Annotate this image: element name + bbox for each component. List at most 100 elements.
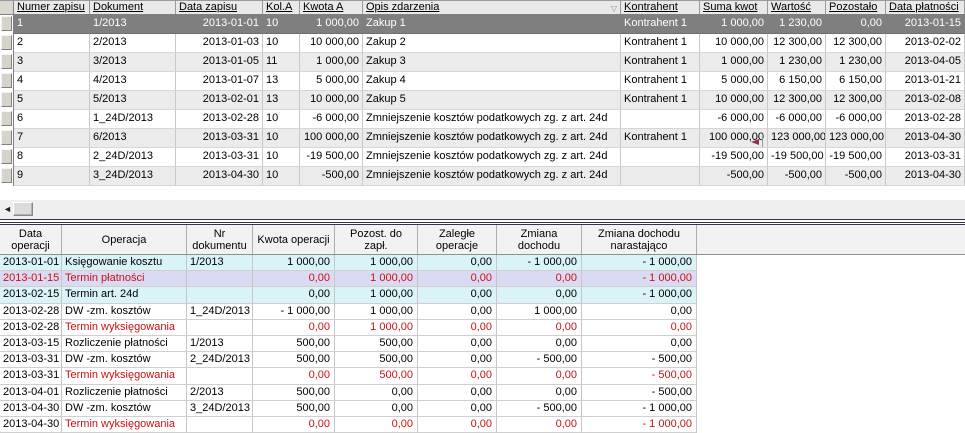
- cell-zalegle[interactable]: 0,00: [418, 335, 497, 353]
- cell-nr_dokumentu[interactable]: [187, 271, 253, 288]
- cell-suma_kwot[interactable]: 1 000,00: [700, 53, 768, 72]
- cell-suma_kwot[interactable]: -19 500,00: [700, 148, 768, 167]
- cell-narast[interactable]: - 1 000,00: [582, 255, 697, 272]
- cell-kol_a[interactable]: 10: [263, 129, 300, 148]
- cell-kol_a[interactable]: 10: [263, 34, 300, 53]
- cell-kwota_a[interactable]: -19 500,00: [300, 148, 363, 167]
- cell-data_zapisu[interactable]: 2013-03-31: [176, 129, 263, 148]
- bottom-col-narast[interactable]: Zmiana dochodu narastająco: [582, 225, 697, 254]
- cell-zmiana[interactable]: 0,00: [497, 271, 582, 288]
- bottom-col-pozost[interactable]: Pozost. do zapł.: [335, 225, 418, 254]
- cell-operacja[interactable]: Księgowanie kosztu: [62, 255, 187, 272]
- cell-dokument[interactable]: 1_24D/2013: [90, 110, 176, 129]
- table-row[interactable]: 2013-03-15 Rozliczenie płatności 1/2013 500…: [0, 335, 965, 353]
- row-selector-button[interactable]: [1, 92, 12, 107]
- cell-pozost[interactable]: 1 000,00: [335, 319, 418, 336]
- cell-zalegle[interactable]: 0,00: [418, 319, 497, 336]
- scroll-left-icon[interactable]: ◄: [3, 204, 12, 214]
- cell-operacja[interactable]: Termin wyksięgowania: [62, 416, 187, 433]
- row-selector[interactable]: [0, 15, 14, 34]
- cell-kwota_a[interactable]: 5 000,00: [300, 72, 363, 91]
- cell-opis[interactable]: Zakup 5: [363, 91, 621, 110]
- cell-nr_dokumentu[interactable]: [187, 287, 253, 304]
- cell-operacja[interactable]: DW -zm. kosztów: [62, 352, 187, 369]
- row-selector-button[interactable]: [1, 54, 12, 69]
- cell-data_platnosci[interactable]: 2013-01-15: [886, 15, 965, 34]
- cell-zmiana[interactable]: - 500,00: [497, 400, 582, 417]
- cell-numer[interactable]: 1: [14, 15, 90, 34]
- cell-pozostalo[interactable]: 1 230,00: [826, 53, 886, 72]
- cell-kontrahent[interactable]: Kontrahent 1: [621, 53, 700, 72]
- cell-kontrahent[interactable]: Kontrahent 1: [621, 15, 700, 34]
- cell-numer[interactable]: 9: [14, 167, 90, 186]
- cell-zalegle[interactable]: 0,00: [418, 271, 497, 288]
- cell-narast[interactable]: 0,00: [582, 335, 697, 353]
- cell-nr_dokumentu[interactable]: [187, 319, 253, 336]
- cell-narast[interactable]: - 1 000,00: [582, 400, 697, 417]
- cell-operacja[interactable]: DW -zm. kosztów: [62, 400, 187, 417]
- cell-zmiana[interactable]: - 500,00: [497, 352, 582, 369]
- cell-opis[interactable]: Zmniejszenie kosztów podatkowych zg. z a…: [363, 167, 621, 186]
- cell-data_platnosci[interactable]: 2013-03-31: [886, 148, 965, 167]
- cell-zalegle[interactable]: 0,00: [418, 384, 497, 401]
- cell-narast[interactable]: - 1 000,00: [582, 271, 697, 288]
- cell-data_platnosci[interactable]: 2013-04-05: [886, 53, 965, 72]
- cell-data_operacji[interactable]: 2013-01-15: [0, 271, 62, 288]
- top-col-kol_a[interactable]: Kol.A: [263, 1, 300, 14]
- cell-operacja[interactable]: Termin art. 24d: [62, 287, 187, 304]
- cell-pozost[interactable]: 1 000,00: [335, 287, 418, 304]
- table-row[interactable]: 8 2_24D/2013 2013-03-31 10 -19 500,00 Zmniejs…: [0, 148, 965, 167]
- row-selector-button[interactable]: [1, 16, 12, 31]
- cell-wartosc[interactable]: 1 230,00: [768, 15, 826, 34]
- cell-data_operacji[interactable]: 2013-02-28: [0, 319, 62, 336]
- cell-zmiana[interactable]: 0,00: [497, 287, 582, 304]
- table-row[interactable]: 4 4/2013 2013-01-07 13 5 000,00 Zakup 4 Kontra…: [0, 72, 965, 91]
- cell-wartosc[interactable]: 12 300,00: [768, 91, 826, 110]
- cell-kol_a[interactable]: 10: [263, 15, 300, 34]
- cell-kontrahent[interactable]: [621, 167, 700, 186]
- cell-kontrahent[interactable]: Kontrahent 1: [621, 34, 700, 53]
- cell-kwota_operacji[interactable]: 0,00: [253, 319, 335, 336]
- cell-nr_dokumentu[interactable]: 2_24D/2013: [187, 352, 253, 369]
- table-row[interactable]: 3 3/2013 2013-01-05 11 1 000,00 Zakup 3 Kontra…: [0, 53, 965, 72]
- table-row[interactable]: 6 1_24D/2013 2013-02-28 10 -6 000,00 Zmniejsz…: [0, 110, 965, 129]
- table-row[interactable]: 9 3_24D/2013 2013-04-30 10 -500,00 Zmniejszen…: [0, 167, 965, 186]
- cell-narast[interactable]: 0,00: [582, 303, 697, 320]
- cell-kwota_a[interactable]: 1 000,00: [300, 53, 363, 72]
- cell-opis[interactable]: Zakup 3: [363, 53, 621, 72]
- table-row[interactable]: 2013-04-30 Termin wyksięgowania 0,00 0,00 0,…: [0, 416, 965, 433]
- cell-opis[interactable]: Zakup 2: [363, 34, 621, 53]
- cell-operacja[interactable]: Termin płatności: [62, 271, 187, 288]
- cell-operacja[interactable]: DW -zm. kosztów: [62, 303, 187, 320]
- cell-narast[interactable]: - 500,00: [582, 368, 697, 385]
- table-row[interactable]: 2013-01-15 Termin płatności 0,00 1 000,00 0,…: [0, 271, 965, 288]
- cell-kwota_operacji[interactable]: 0,00: [253, 271, 335, 288]
- cell-data_operacji[interactable]: 2013-02-15: [0, 287, 62, 304]
- cell-data_zapisu[interactable]: 2013-04-30: [176, 167, 263, 186]
- cell-dokument[interactable]: 3/2013: [90, 53, 176, 72]
- cell-pozostalo[interactable]: 6 150,00: [826, 72, 886, 91]
- cell-pozostalo[interactable]: -500,00: [826, 167, 886, 186]
- cell-kol_a[interactable]: 10: [263, 110, 300, 129]
- cell-nr_dokumentu[interactable]: [187, 368, 253, 385]
- cell-pozost[interactable]: 0,00: [335, 400, 418, 417]
- bottom-col-operacja[interactable]: Operacja: [62, 225, 187, 254]
- cell-wartosc[interactable]: 1 230,00: [768, 53, 826, 72]
- cell-data_zapisu[interactable]: 2013-01-07: [176, 72, 263, 91]
- cell-narast[interactable]: - 1 000,00: [582, 416, 697, 433]
- cell-kol_a[interactable]: 10: [263, 148, 300, 167]
- table-row[interactable]: 2013-03-31 DW -zm. kosztów 2_24D/2013 500,0…: [0, 352, 965, 369]
- cell-wartosc[interactable]: -500,00: [768, 167, 826, 186]
- top-col-pozostalo[interactable]: Pozostało: [826, 1, 886, 14]
- cell-kol_a[interactable]: 13: [263, 91, 300, 110]
- cell-nr_dokumentu[interactable]: [187, 416, 253, 433]
- cell-kontrahent[interactable]: Kontrahent 1: [621, 129, 700, 148]
- cell-kwota_operacji[interactable]: 500,00: [253, 384, 335, 401]
- cell-pozostalo[interactable]: 0,00: [826, 15, 886, 34]
- table-row[interactable]: 2013-04-30 DW -zm. kosztów 3_24D/2013 500,0…: [0, 400, 965, 417]
- cell-numer[interactable]: 2: [14, 34, 90, 53]
- cell-zmiana[interactable]: 0,00: [497, 384, 582, 401]
- cell-narast[interactable]: 0,00: [582, 319, 697, 336]
- table-row[interactable]: 7 6/2013 2013-03-31 10 100 000,00 Zmniejszeni…: [0, 129, 965, 148]
- cell-kwota_a[interactable]: 1 000,00: [300, 15, 363, 34]
